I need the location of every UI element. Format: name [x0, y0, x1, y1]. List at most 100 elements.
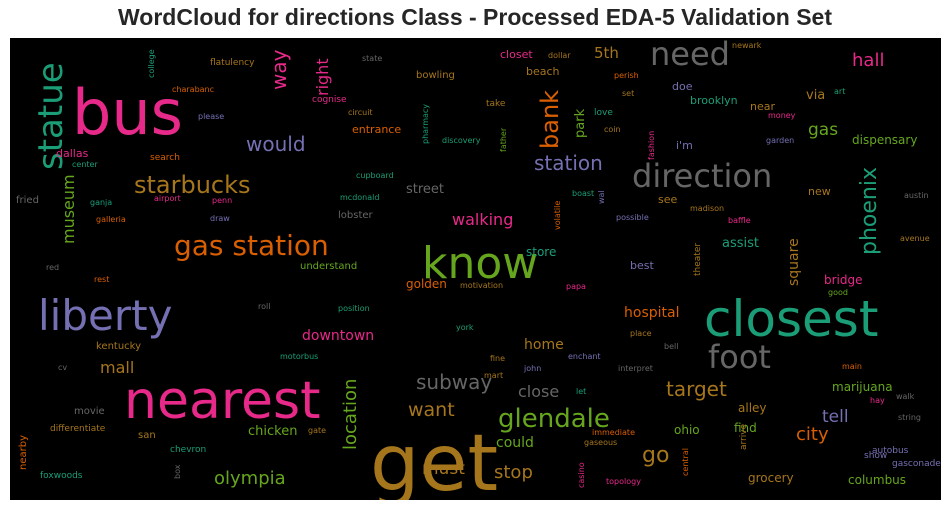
- wordcloud-canvas: get nearest closest bus know liberty statue nee…: [16, 38, 941, 500]
- word-golden: golden: [406, 277, 447, 291]
- word-bus: bus: [72, 76, 183, 149]
- word-garden: garden: [766, 136, 794, 145]
- word-pharmacy: pharmacy: [421, 104, 430, 144]
- word-mall: mall: [100, 358, 134, 377]
- word-statue: statue: [31, 62, 71, 170]
- word-center: center: [72, 160, 98, 169]
- word-papa: papa: [566, 282, 586, 291]
- word-near: near: [750, 100, 775, 113]
- word-columbus: columbus: [848, 473, 906, 487]
- word-take: take: [486, 99, 506, 109]
- word-please: please: [198, 112, 224, 121]
- word-alley: alley: [738, 401, 767, 415]
- word-theater: theater: [693, 243, 703, 276]
- word-direction: direction: [632, 157, 772, 195]
- word-kentucky: kentucky: [96, 341, 141, 352]
- word-would: would: [246, 132, 306, 156]
- word-assist: assist: [722, 236, 759, 251]
- word-street: street: [406, 182, 444, 197]
- word-lobster: lobster: [338, 210, 374, 221]
- word-tell: tell: [822, 407, 849, 427]
- word-arrive: arrive: [739, 423, 749, 450]
- word-see: see: [658, 193, 677, 206]
- word-topology: topology: [606, 477, 641, 486]
- word-casino: casino: [577, 462, 586, 488]
- word-hall: hall: [852, 50, 884, 71]
- word-nearest: nearest: [124, 371, 321, 431]
- word-station: station: [534, 151, 603, 175]
- word-bowling: bowling: [416, 70, 455, 81]
- word-liberty: liberty: [38, 291, 172, 340]
- word-want: want: [408, 399, 455, 421]
- word-madison: madison: [690, 204, 724, 213]
- word-red: red: [46, 263, 59, 272]
- word-baffle: baffle: [728, 216, 751, 225]
- word-perish: perish: [614, 71, 639, 80]
- word-john: john: [523, 364, 541, 373]
- word-immediate: immediate: [592, 428, 635, 437]
- word-bank: bank: [536, 90, 564, 149]
- word-stop: stop: [494, 462, 533, 483]
- word-dollar: dollar: [548, 51, 571, 60]
- word-gaseous: gaseous: [584, 438, 617, 447]
- word-volatile: volatile: [553, 201, 562, 230]
- word-subway: subway: [416, 370, 492, 394]
- word-hay: hay: [870, 396, 885, 405]
- word-cv: cv: [58, 363, 67, 372]
- word-galleria: galleria: [96, 215, 126, 224]
- word-closest: closest: [704, 290, 878, 348]
- word-target: target: [666, 377, 727, 401]
- word-discovery: discovery: [442, 136, 481, 145]
- word-search: search: [150, 153, 180, 163]
- word-get: get: [370, 419, 498, 500]
- word-new: new: [808, 185, 831, 198]
- word-close: close: [518, 382, 559, 401]
- word-wal: wal: [597, 190, 606, 204]
- word-coin: coin: [604, 125, 621, 134]
- word-san: san: [138, 430, 156, 441]
- word-store: store: [526, 245, 556, 259]
- word-walk: walk: [896, 392, 915, 401]
- word-circuit: circuit: [348, 108, 373, 117]
- word-place: place: [630, 329, 652, 338]
- word-know: know: [422, 238, 538, 289]
- word-roll: roll: [258, 302, 270, 311]
- word-show: show: [864, 451, 887, 461]
- word-movie: movie: [74, 406, 105, 417]
- word-marijuana: marijuana: [832, 380, 893, 394]
- word-chevron: chevron: [170, 445, 206, 455]
- word-glendale: glendale: [498, 404, 610, 434]
- word-bell: bell: [664, 342, 678, 351]
- word-set: set: [622, 89, 634, 98]
- word-central: central: [681, 448, 690, 476]
- word-olympia: olympia: [214, 468, 286, 489]
- word-hospital: hospital: [624, 305, 679, 321]
- word-love: love: [594, 108, 613, 118]
- word-york: york: [456, 323, 474, 332]
- word-home: home: [524, 337, 564, 353]
- word-go: go: [642, 443, 669, 468]
- word-possible: possible: [616, 213, 649, 222]
- word-cognise: cognise: [312, 95, 347, 105]
- word-money: money: [768, 111, 796, 120]
- word-fine: fine: [490, 354, 505, 363]
- word-fried: fried: [16, 195, 39, 206]
- word-museum: museum: [59, 174, 78, 244]
- word-interpret: interpret: [618, 364, 653, 373]
- word-foot: foot: [708, 338, 771, 376]
- word-boast: boast: [572, 189, 594, 198]
- word-gate: gate: [308, 426, 326, 435]
- word-entrance: entrance: [352, 123, 401, 136]
- word-father: father: [499, 127, 508, 152]
- word-i-m: i'm: [676, 139, 693, 152]
- word-starbucks: starbucks: [134, 171, 251, 199]
- word-5th: 5th: [594, 44, 619, 62]
- word-art: art: [834, 87, 845, 96]
- word-doe: doe: [672, 80, 693, 93]
- word-dispensary: dispensary: [852, 133, 917, 147]
- word-main: main: [842, 362, 862, 371]
- word-position: position: [338, 304, 370, 313]
- chart-title: WordCloud for directions Class - Process…: [118, 4, 832, 30]
- word-grocery: grocery: [748, 471, 794, 485]
- word-downtown: downtown: [302, 328, 374, 344]
